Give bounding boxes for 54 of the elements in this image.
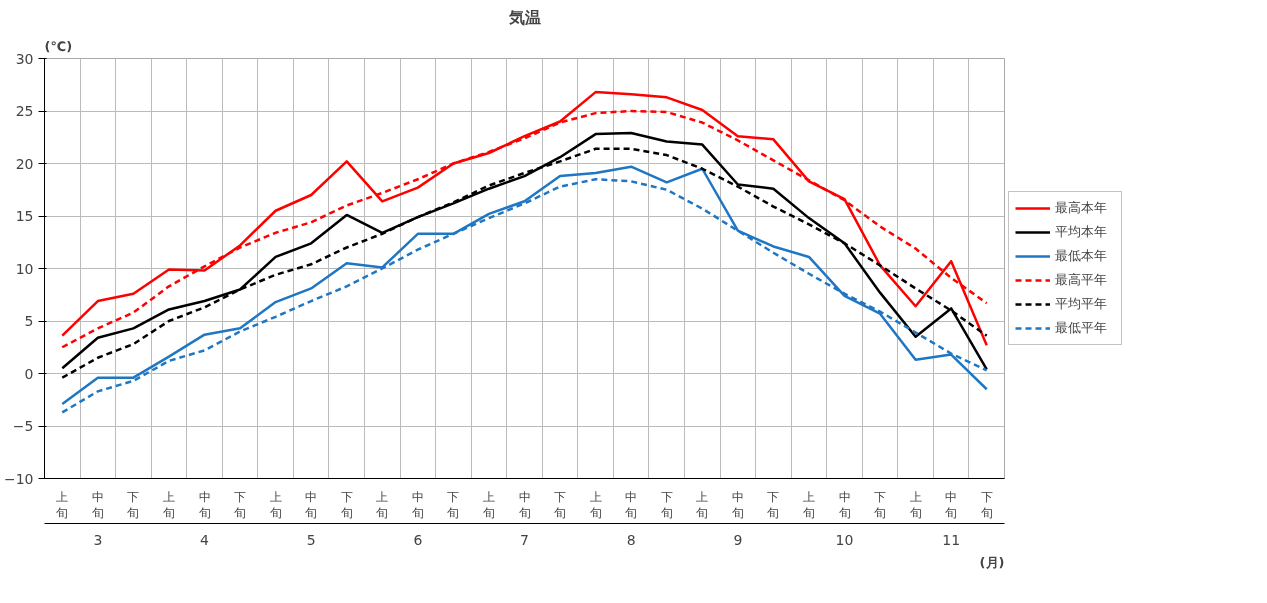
legend-label: 平均本年: [1055, 223, 1108, 241]
x-tick-label: 下旬: [874, 489, 887, 521]
text: 3: [93, 531, 103, 548]
x-tick-label: 中旬: [91, 489, 104, 521]
text: 9: [733, 531, 743, 548]
x-tick-label: 下旬: [554, 489, 567, 521]
x-tick-label: 中旬: [625, 489, 638, 521]
x-tick-label: 中旬: [305, 489, 318, 521]
x-tick-label: 上旬: [269, 489, 282, 521]
x-tick-label: 下旬: [767, 489, 780, 521]
x-tick-label: 下旬: [980, 489, 993, 521]
x-tick-label: 上旬: [162, 489, 175, 521]
y-tick-label: 0: [24, 365, 34, 382]
x-tick-label: 下旬: [660, 489, 673, 521]
y-tick-label: 10: [15, 260, 34, 277]
x-tick-label: 下旬: [234, 489, 247, 521]
x-tick-label: 上旬: [56, 489, 69, 521]
legend-label: 最低平年: [1055, 319, 1108, 337]
y-tick-label: 20: [15, 155, 34, 172]
y-tick-label: 15: [15, 208, 34, 224]
x-tick-label: 上旬: [376, 489, 389, 521]
text: 10: [835, 531, 854, 548]
x-tick-label: 中旬: [731, 489, 744, 521]
x-tick-label: 中旬: [518, 489, 531, 521]
x-tick-label: 下旬: [340, 489, 353, 521]
text: 7: [520, 531, 529, 548]
text: 5: [306, 531, 316, 548]
x-tick-label: 上旬: [802, 489, 815, 521]
y-tick-label: −10: [3, 470, 34, 487]
x-tick-label: 上旬: [482, 489, 495, 521]
x-tick-label: 中旬: [838, 489, 851, 521]
x-tick-label: 中旬: [945, 489, 958, 521]
y-axis-title: (℃): [44, 38, 73, 54]
text: 8: [626, 531, 636, 548]
x-axis-title: (月): [979, 554, 1005, 570]
x-tick-label: 下旬: [447, 489, 460, 521]
legend-label: 平均平年: [1055, 295, 1108, 313]
x-tick-label: 下旬: [127, 489, 140, 521]
text: 6: [413, 531, 423, 548]
legend-label: 最低本年: [1055, 247, 1108, 265]
chart-title: 気温: [507, 7, 541, 27]
x-tick-label: 上旬: [909, 489, 922, 521]
text: 11: [942, 531, 961, 548]
legend-label: 最高平年: [1055, 271, 1108, 289]
text: 4: [200, 531, 210, 548]
y-tick-label: 25: [15, 103, 34, 119]
x-tick-label: 上旬: [696, 489, 709, 521]
y-tick-label: 5: [24, 313, 34, 329]
y-tick-label: −5: [12, 418, 34, 434]
x-tick-label: 上旬: [589, 489, 602, 521]
x-tick-label: 中旬: [198, 489, 211, 521]
x-tick-label: 中旬: [411, 489, 424, 521]
y-tick-label: 30: [15, 50, 34, 67]
legend-label: 最高本年: [1055, 199, 1108, 217]
